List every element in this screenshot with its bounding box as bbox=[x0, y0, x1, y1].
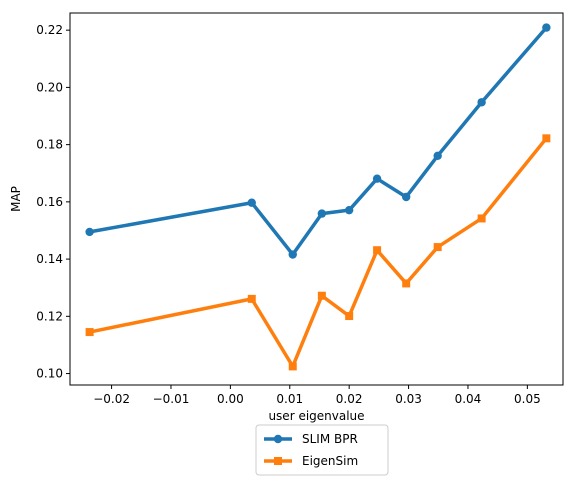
x-tick-label: 0.00 bbox=[217, 392, 244, 406]
legend-entry: EigenSim bbox=[264, 454, 358, 468]
data-point bbox=[247, 198, 256, 207]
x-axis-label: user eigenvalue bbox=[268, 409, 364, 423]
y-tick-label: 0.18 bbox=[36, 138, 63, 152]
data-point bbox=[317, 209, 327, 218]
x-tick-label: 0.03 bbox=[395, 392, 422, 406]
data-point bbox=[85, 227, 94, 237]
x-tick-label: 0.01 bbox=[276, 392, 303, 406]
legend-marker bbox=[273, 434, 283, 444]
data-point bbox=[402, 279, 411, 288]
y-axis-label: MAP bbox=[9, 186, 23, 212]
x-tick-label: −0.01 bbox=[153, 392, 190, 406]
y-tick-label: 0.20 bbox=[36, 80, 63, 94]
data-point bbox=[85, 328, 94, 337]
series-slim-bpr bbox=[85, 23, 551, 259]
y-tick-label: 0.14 bbox=[36, 252, 63, 266]
series-line bbox=[87, 136, 549, 369]
legend-label: EigenSim bbox=[302, 454, 358, 468]
x-tick-label: −0.02 bbox=[93, 392, 130, 406]
data-point bbox=[288, 250, 297, 259]
series-layer bbox=[85, 23, 551, 371]
y-tick-label: 0.12 bbox=[36, 309, 63, 323]
data-point bbox=[477, 214, 486, 223]
y-tick-label: 0.10 bbox=[36, 367, 63, 381]
y-tick-label: 0.16 bbox=[36, 195, 63, 209]
x-tick-label: 0.02 bbox=[336, 392, 363, 406]
data-point bbox=[433, 151, 442, 160]
x-tick-label: 0.05 bbox=[514, 392, 541, 406]
legend: SLIM BPR EigenSim bbox=[255, 424, 389, 476]
data-point bbox=[344, 205, 354, 215]
data-point bbox=[247, 294, 256, 303]
legend-marker bbox=[274, 457, 282, 465]
data-point bbox=[542, 134, 551, 143]
series-line bbox=[87, 25, 549, 257]
data-point bbox=[288, 362, 297, 371]
data-point bbox=[477, 98, 486, 107]
data-point bbox=[433, 243, 442, 252]
y-tick-label: 0.22 bbox=[36, 23, 63, 37]
axes-frame bbox=[69, 12, 564, 386]
x-axis-ticks: −0.02 −0.01 0.00 0.01 0.02 0.03 0.04 0.05 bbox=[93, 385, 541, 406]
series-eigensim bbox=[85, 134, 551, 371]
data-point bbox=[317, 291, 326, 300]
y-axis-ticks: 0.10 0.12 0.14 0.16 0.18 0.20 0.22 bbox=[36, 23, 70, 381]
legend-entry: SLIM BPR bbox=[264, 432, 358, 446]
data-point bbox=[373, 246, 382, 255]
legend-label: SLIM BPR bbox=[302, 432, 358, 446]
data-point bbox=[401, 192, 411, 202]
data-point bbox=[542, 23, 551, 32]
data-point bbox=[372, 174, 382, 183]
data-point bbox=[345, 312, 354, 321]
x-tick-label: 0.04 bbox=[455, 392, 482, 406]
